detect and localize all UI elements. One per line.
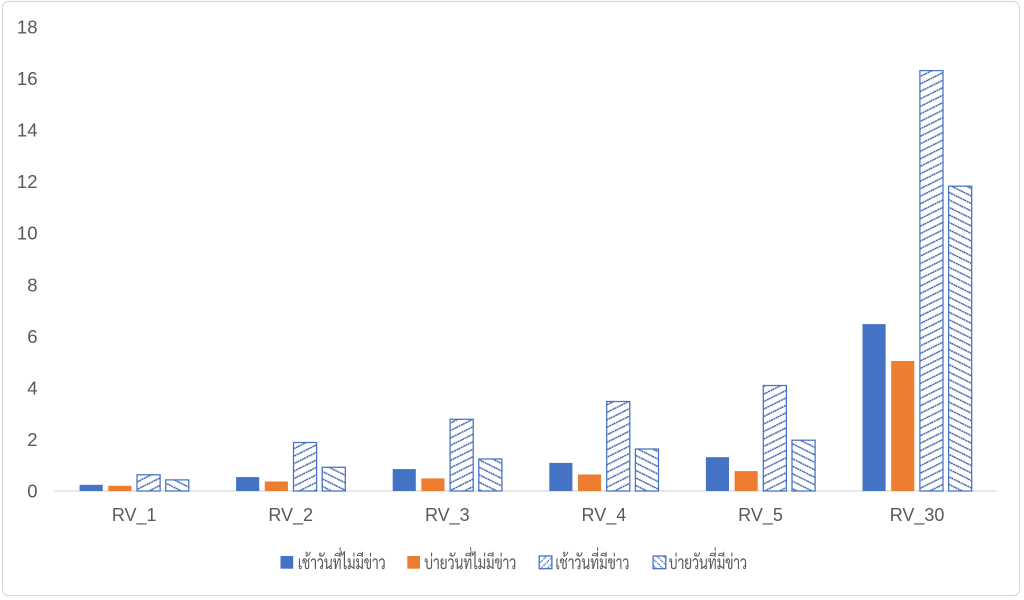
svg-text:10: 10 xyxy=(17,223,38,244)
svg-text:RV_1: RV_1 xyxy=(112,505,157,526)
svg-text:14: 14 xyxy=(17,120,38,141)
svg-text:4: 4 xyxy=(27,377,37,398)
svg-text:RV_3: RV_3 xyxy=(425,505,470,526)
svg-text:6: 6 xyxy=(27,326,37,347)
svg-text:16: 16 xyxy=(17,68,38,89)
svg-text:0: 0 xyxy=(27,481,37,502)
svg-text:12: 12 xyxy=(17,171,38,192)
svg-text:RV_2: RV_2 xyxy=(268,505,313,526)
svg-text:RV_30: RV_30 xyxy=(890,505,945,526)
svg-text:2: 2 xyxy=(27,429,37,450)
svg-text:18: 18 xyxy=(17,16,38,37)
svg-text:8: 8 xyxy=(27,274,37,295)
svg-text:RV_5: RV_5 xyxy=(738,505,783,526)
svg-text:RV_4: RV_4 xyxy=(582,505,627,526)
